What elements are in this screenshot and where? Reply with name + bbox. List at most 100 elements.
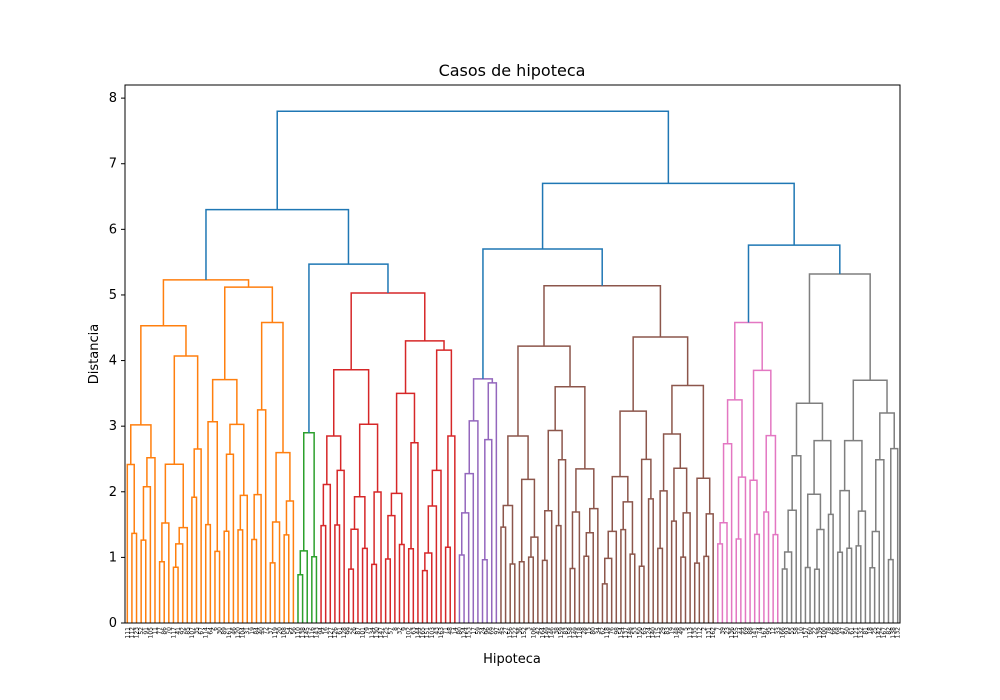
dendrogram-link: [781, 568, 788, 623]
leaf-label: 67: [198, 627, 205, 635]
leaf-label: 158: [567, 627, 574, 639]
leaf-label: 37: [267, 627, 274, 635]
x-axis-label: Hipoteca: [483, 652, 541, 667]
leaf-label: 132: [858, 627, 865, 639]
y-axis-label: Distancia: [87, 324, 102, 384]
dendrogram-link: [126, 463, 135, 623]
dendrogram-link: [308, 263, 389, 433]
dendrogram-link: [193, 448, 202, 623]
leaf-label: 162: [710, 627, 717, 639]
y-tick-label: 8: [109, 91, 117, 106]
leaf-label: 5: [682, 627, 689, 631]
leaf-label: 147: [378, 627, 385, 639]
dendrogram-link: [662, 433, 682, 491]
dendrogram-link: [871, 530, 880, 623]
leaf-label: 52: [138, 627, 145, 635]
leaf-label: 97: [493, 627, 500, 635]
leaf-label: 35: [194, 627, 201, 635]
y-tick-label: 3: [109, 419, 117, 434]
leaf-label: 26: [350, 627, 357, 635]
dendrogram-links: [126, 110, 899, 623]
leaf-label: 55: [789, 627, 796, 635]
leaf-label: 8: [392, 627, 399, 631]
leaf-label: 101: [360, 627, 367, 639]
dendrogram-link: [682, 512, 691, 623]
leaf-label: 83: [664, 627, 671, 635]
dendrogram-link: [472, 378, 494, 421]
dendrogram-link: [237, 529, 244, 623]
dendrogram-link: [130, 424, 152, 465]
leaf-label: 116: [309, 627, 316, 639]
leaf-label: 25: [872, 627, 879, 635]
leaf-label: 118: [576, 627, 583, 639]
leaf-label: 141: [752, 627, 759, 639]
leaf-label: 47: [839, 627, 846, 635]
leaf-label: 3: [526, 627, 533, 631]
leaf-label: 138: [890, 627, 897, 639]
leaf-label: 46: [230, 627, 237, 635]
leaf-label: 163: [438, 627, 445, 639]
leaf-label: 166: [779, 627, 786, 639]
leaf-label: 43: [433, 627, 440, 635]
leaf-label: 88: [747, 627, 754, 635]
leaf-label: 80: [456, 627, 463, 635]
y-tick-label: 2: [109, 485, 117, 500]
leaf-label: 145: [304, 627, 311, 639]
leaf-label: 9: [401, 627, 408, 631]
leaf-label: 142: [876, 627, 883, 639]
leaf-label: 11: [152, 627, 159, 635]
dendrogram-link: [827, 513, 834, 623]
dendrogram-link: [421, 569, 428, 623]
dendrogram-link: [229, 423, 245, 496]
leaf-label: 22: [812, 627, 819, 635]
dendrogram-link: [162, 279, 250, 326]
leaf-label: 114: [203, 627, 210, 639]
dendrogram-link: [547, 429, 563, 511]
leaf-label: 128: [341, 627, 348, 639]
leaf-label: 154: [618, 627, 625, 639]
dendrogram-link: [543, 285, 662, 347]
dendrogram-link: [601, 583, 608, 623]
leaf-label: 65: [641, 627, 648, 635]
dendrogram-link: [424, 552, 433, 623]
leaf-label: 23: [724, 627, 731, 635]
dendrogram-link: [852, 379, 888, 441]
dendrogram-root-link: [276, 110, 670, 210]
leaf-label: 167: [881, 627, 888, 639]
leaf-label: 64: [207, 627, 214, 635]
leaf-label: 115: [655, 627, 662, 639]
dendrogram-link: [836, 551, 844, 623]
dendrogram-link: [541, 182, 795, 250]
leaf-label: 56: [290, 627, 297, 635]
leaf-label: 105: [147, 627, 154, 639]
dendrogram-link: [763, 511, 770, 623]
dendrogram-link: [629, 553, 636, 623]
leaf-label: 85: [184, 627, 191, 635]
dendrogram-link: [671, 384, 705, 479]
dendrogram-link: [555, 524, 562, 623]
leaf-label: 165: [420, 627, 427, 639]
dendrogram-link: [285, 500, 295, 623]
dendrogram-link: [787, 509, 797, 623]
leaf-label: 48: [447, 627, 454, 635]
dendrogram-link: [869, 567, 876, 623]
y-tick-label: 5: [109, 288, 117, 303]
dendrogram-link: [607, 530, 618, 623]
leaf-label: 124: [461, 627, 468, 639]
leaf-label: 62: [599, 627, 606, 635]
leaf-label: 66: [830, 627, 837, 635]
leaf-label: 10: [798, 627, 805, 635]
leaf-label: 121: [853, 627, 860, 639]
leaf-label: 27: [503, 627, 510, 635]
leaf-label: 127: [327, 627, 334, 639]
leaf-label: 74: [756, 627, 763, 635]
leaf-label: 87: [355, 627, 362, 635]
leaf-label: 59: [475, 627, 482, 635]
leaf-label: 68: [835, 627, 842, 635]
leaf-label: 60: [807, 627, 814, 635]
dendrogram-link: [361, 547, 368, 623]
leaf-label: 76: [609, 627, 616, 635]
y-tick-label: 6: [109, 222, 117, 237]
dendrogram-link: [670, 520, 678, 623]
leaf-label: 82: [885, 627, 892, 635]
